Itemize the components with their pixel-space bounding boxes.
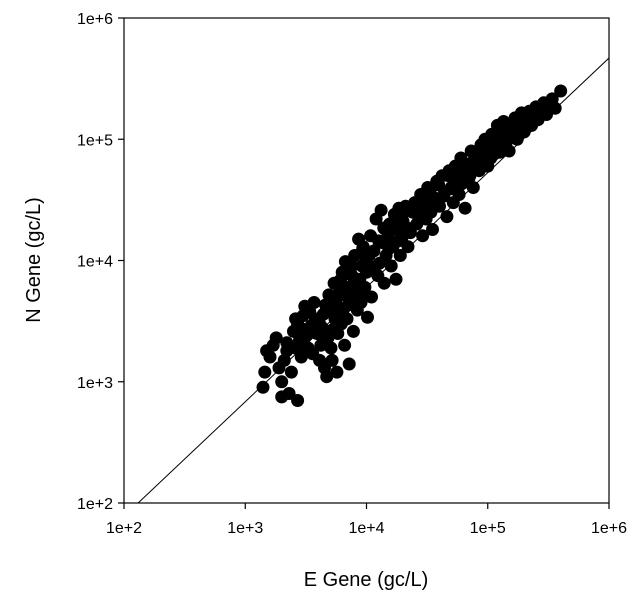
- data-point: [396, 206, 409, 220]
- data-point: [554, 84, 568, 98]
- data-point: [334, 273, 347, 287]
- data-point: [391, 234, 405, 248]
- data-point: [365, 290, 378, 304]
- data-point: [324, 341, 338, 355]
- data-point: [366, 260, 379, 274]
- y-tick-label: 1e+6: [77, 11, 113, 28]
- data-point: [393, 249, 407, 262]
- x-tick-label: 1e+3: [227, 520, 263, 537]
- data-point: [387, 214, 401, 228]
- data-point: [458, 201, 472, 215]
- data-point: [330, 365, 344, 379]
- data-point: [389, 272, 403, 286]
- data-point: [401, 221, 414, 235]
- data-point: [523, 108, 537, 121]
- data-point: [275, 375, 289, 389]
- data-point: [427, 197, 441, 211]
- data-point: [345, 259, 359, 273]
- data-point: [348, 275, 362, 289]
- x-tick-label: 1e+2: [106, 520, 142, 537]
- data-point: [269, 331, 283, 345]
- data-point: [359, 251, 373, 265]
- data-point: [384, 259, 398, 273]
- data-point: [488, 134, 502, 148]
- data-point: [294, 350, 308, 364]
- data-point: [426, 223, 439, 236]
- data-point: [320, 370, 334, 384]
- x-axis-title: E Gene (gc/L): [304, 569, 429, 591]
- data-point: [382, 242, 396, 256]
- data-point: [471, 163, 485, 177]
- data-point: [440, 210, 454, 224]
- data-point: [342, 357, 356, 371]
- data-point: [340, 312, 354, 326]
- data-point: [352, 288, 366, 302]
- data-point: [289, 312, 303, 326]
- data-point: [256, 380, 270, 394]
- data-point: [416, 229, 430, 243]
- tick-marks-layer: [118, 17, 610, 509]
- data-point: [493, 145, 506, 159]
- data-point: [298, 338, 312, 352]
- data-point: [338, 338, 352, 352]
- x-tick-label: 1e+5: [470, 520, 506, 537]
- data-points-layer: [256, 84, 568, 407]
- data-point: [346, 324, 360, 338]
- data-point: [374, 203, 388, 217]
- y-tick-label: 1e+2: [77, 496, 113, 513]
- x-tick-label: 1e+6: [591, 520, 627, 537]
- data-point: [325, 353, 339, 367]
- data-point: [432, 178, 446, 192]
- data-point: [361, 310, 374, 324]
- data-point: [342, 298, 355, 312]
- data-point: [548, 101, 562, 115]
- x-tick-label: 1e+4: [348, 520, 384, 537]
- data-point: [501, 132, 515, 146]
- data-point: [372, 234, 386, 248]
- data-point: [329, 306, 343, 320]
- data-point: [291, 394, 305, 407]
- data-point: [455, 177, 469, 191]
- y-tick-label: 1e+3: [77, 375, 113, 392]
- y-axis-title: N Gene (gc/L): [23, 197, 45, 323]
- data-point: [502, 144, 516, 158]
- data-point: [377, 221, 391, 235]
- data-point: [519, 119, 533, 133]
- data-point: [280, 344, 294, 358]
- tick-labels-layer: 1e+2 1e+3 1e+4 1e+5 1e+6 1e+2 1e+3 1e+4 1e+5 1e+6: [77, 11, 627, 537]
- data-point: [313, 317, 327, 331]
- data-point: [284, 365, 298, 379]
- data-point: [437, 189, 451, 203]
- data-point: [319, 329, 333, 343]
- y-tick-label: 1e+5: [77, 132, 113, 149]
- y-tick-label: 1e+4: [77, 254, 113, 271]
- data-point: [307, 296, 321, 309]
- data-point: [466, 181, 480, 194]
- data-point: [401, 240, 415, 254]
- data-point: [338, 288, 352, 302]
- data-point: [258, 365, 272, 379]
- data-point: [263, 350, 277, 364]
- data-point: [377, 276, 391, 290]
